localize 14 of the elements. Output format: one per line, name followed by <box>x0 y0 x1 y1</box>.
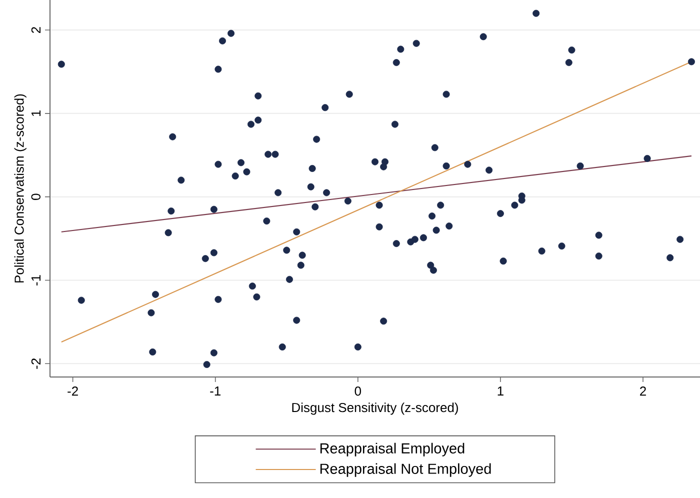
y-tick-label: 1 <box>32 110 40 116</box>
x-tick-label: 0 <box>354 386 362 396</box>
x-axis-title: Disgust Sensitivity (z-scored) <box>292 402 458 415</box>
y-tick-label: -1 <box>32 275 40 286</box>
legend-label: Reappraisal Not Employed <box>320 463 491 477</box>
x-tick-label: 1 <box>498 386 504 396</box>
legend-label: Reappraisal Employed <box>320 442 464 456</box>
x-tick-label: -2 <box>68 386 78 396</box>
x-tick-label: 2 <box>640 386 646 396</box>
x-tick-label: -1 <box>210 386 221 396</box>
y-tick-label: -2 <box>31 358 40 369</box>
y-axis-title: Political Conservatism (z-scored) <box>14 94 26 282</box>
y-tick-label: 0 <box>31 194 40 200</box>
y-tick-label: 2 <box>31 27 40 33</box>
